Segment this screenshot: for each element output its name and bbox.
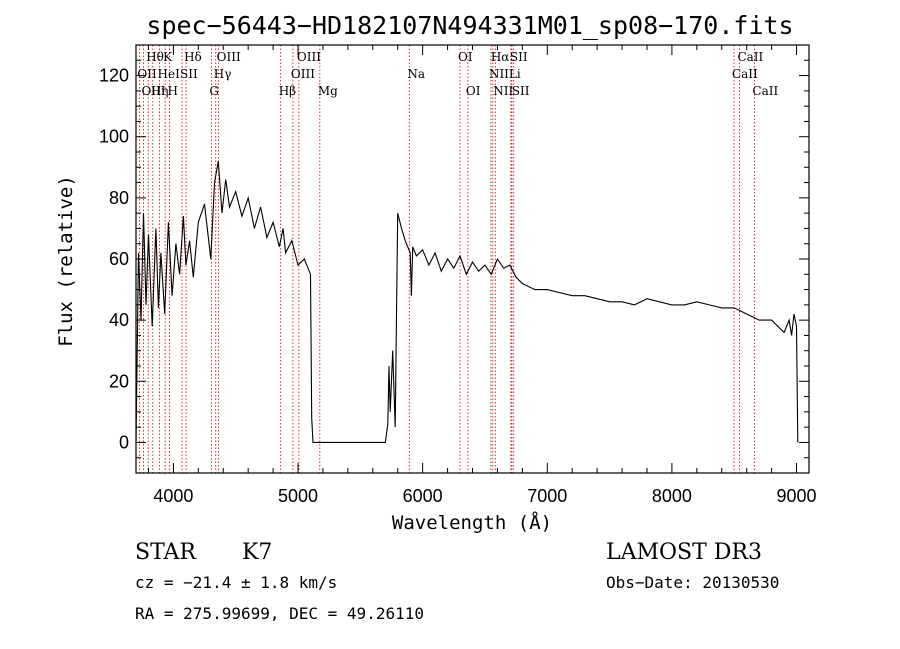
object-type: STAR — [135, 540, 197, 565]
line-label-14: Hβ — [279, 84, 296, 98]
line-label-11: G — [209, 84, 219, 98]
line-label-24: SII — [512, 84, 530, 98]
y-tick-label-3: 60 — [109, 249, 129, 269]
x-tick-label-0: 4000 — [153, 486, 193, 506]
spectrum-series-line — [135, 161, 799, 443]
line-label-18: OI — [466, 84, 481, 98]
line-label-9: OIII — [217, 50, 241, 64]
line-label-0: Hθ — [146, 50, 164, 64]
x-tick-label-2: 6000 — [403, 486, 443, 506]
line-label-3: K — [163, 50, 173, 64]
y-axis-label: Flux (relative) — [55, 175, 77, 347]
x-tick-label-4: 8000 — [652, 486, 692, 506]
line-label-8: H — [168, 84, 178, 98]
chart-title: spec−56443−HD182107N494331M01_sp08−170.f… — [146, 11, 793, 40]
x-tick-label-5: 9000 — [777, 486, 817, 506]
line-label-7: SII — [180, 67, 198, 81]
y-axis: 0 20 40 60 80 100 120 — [99, 44, 809, 474]
line-label-2: OIII — [141, 84, 165, 98]
y-tick-label-6: 120 — [99, 66, 129, 86]
y-tick-label-0: 0 — [119, 432, 129, 452]
y-tick-label-4: 80 — [109, 188, 129, 208]
plot-frame — [135, 44, 810, 474]
line-label-1: OII — [137, 67, 157, 81]
line-label-10: Hγ — [214, 67, 232, 81]
line-label-23: NII — [493, 84, 513, 98]
x-tick-label-1: 5000 — [278, 486, 318, 506]
line-label-22: Li — [509, 67, 521, 81]
line-label-25: CaII — [737, 50, 763, 64]
y-tick-label-1: 20 — [109, 371, 129, 391]
line-label-4: HeI — [158, 67, 181, 81]
line-label-19: Hα — [491, 50, 510, 64]
coordinates: RA = 275.99699, DEC = 49.26110 — [135, 604, 424, 623]
line-label-6: Hδ — [184, 50, 202, 64]
x-axis: 4000 5000 6000 7000 8000 9000 — [147, 45, 817, 506]
line-label-5: Hη — [151, 84, 169, 98]
redshift-velocity: cz = −21.4 ± 1.8 km/s — [135, 573, 337, 592]
x-tick-label-3: 7000 — [527, 486, 567, 506]
observation-date: Obs−Date: 20130530 — [606, 573, 779, 592]
line-label-26: CaII — [732, 67, 758, 81]
line-label-13: OIII — [291, 67, 315, 81]
line-label-21: NII — [489, 67, 509, 81]
y-tick-label-2: 40 — [109, 310, 129, 330]
line-label-15: Mg — [318, 84, 338, 98]
line-label-17: OI — [458, 50, 473, 64]
line-label-27: CaII — [752, 84, 778, 98]
spectral-subclass: K7 — [242, 540, 272, 565]
line-label-20: SII — [510, 50, 528, 64]
line-label-12: OIII — [297, 50, 321, 64]
spectral-line-markers — [138, 45, 755, 473]
x-axis-label: Wavelength (Å) — [392, 511, 552, 534]
line-label-16: Na — [407, 67, 425, 81]
survey-name: LAMOST DR3 — [606, 540, 762, 565]
y-tick-label-5: 100 — [99, 127, 129, 147]
